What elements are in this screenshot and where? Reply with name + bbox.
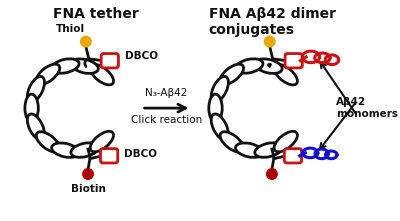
Ellipse shape	[90, 64, 114, 85]
Ellipse shape	[220, 64, 244, 84]
Ellipse shape	[220, 132, 244, 152]
Circle shape	[80, 36, 91, 47]
Ellipse shape	[71, 143, 98, 157]
Ellipse shape	[211, 76, 228, 102]
Ellipse shape	[236, 143, 263, 157]
Text: DBCO: DBCO	[125, 51, 158, 61]
Text: FNA tether: FNA tether	[53, 7, 138, 21]
Ellipse shape	[211, 114, 228, 140]
Ellipse shape	[27, 76, 44, 102]
FancyBboxPatch shape	[285, 53, 302, 68]
Circle shape	[267, 169, 277, 179]
Ellipse shape	[255, 143, 282, 157]
Text: Click reaction: Click reaction	[131, 115, 202, 125]
Ellipse shape	[255, 59, 282, 73]
Text: FNA Aβ42 dimer
conjugates: FNA Aβ42 dimer conjugates	[209, 7, 336, 37]
Ellipse shape	[27, 114, 44, 140]
Ellipse shape	[36, 132, 60, 152]
Ellipse shape	[209, 94, 222, 122]
Ellipse shape	[274, 64, 298, 85]
Text: Biotin: Biotin	[70, 184, 106, 194]
Text: DBCO: DBCO	[124, 149, 158, 159]
Text: Aβ42
monomers: Aβ42 monomers	[336, 97, 398, 119]
Ellipse shape	[36, 64, 60, 84]
FancyBboxPatch shape	[100, 149, 118, 163]
Ellipse shape	[236, 59, 263, 73]
Text: N₃-Aβ42: N₃-Aβ42	[146, 88, 188, 97]
Text: Thiol: Thiol	[56, 24, 85, 34]
Ellipse shape	[25, 94, 38, 122]
FancyBboxPatch shape	[101, 53, 118, 68]
Ellipse shape	[90, 131, 114, 152]
Ellipse shape	[52, 143, 79, 157]
Ellipse shape	[71, 59, 98, 73]
Ellipse shape	[52, 59, 79, 73]
FancyBboxPatch shape	[284, 149, 302, 163]
Ellipse shape	[274, 131, 298, 152]
Circle shape	[83, 169, 93, 179]
Circle shape	[264, 36, 275, 47]
